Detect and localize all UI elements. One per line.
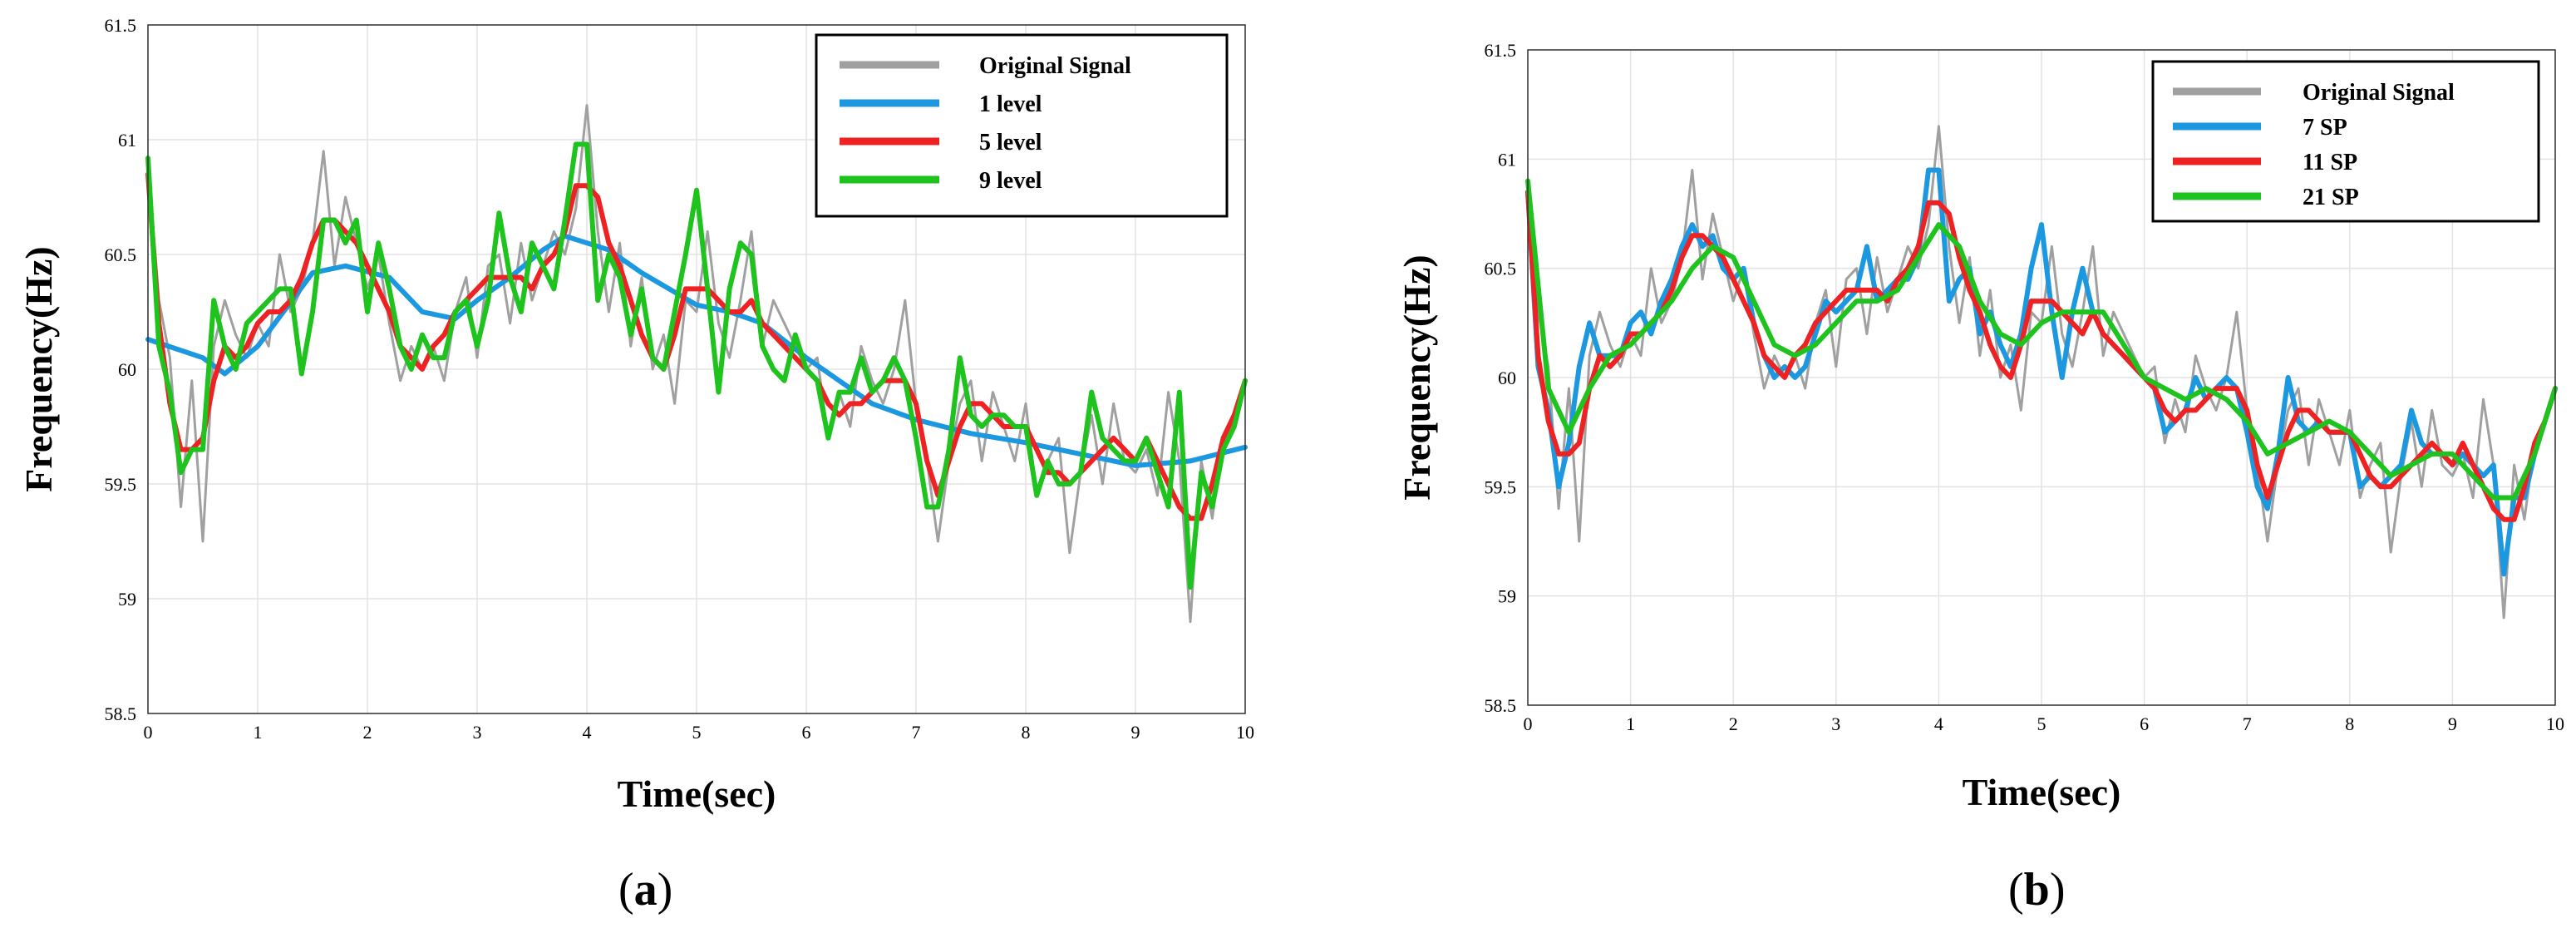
y-tick-label: 61.5	[1485, 40, 1517, 61]
x-tick-label: 2	[1729, 713, 1738, 734]
y-axis-label: Frequency(Hz)	[17, 246, 60, 492]
x-tick-label: 5	[692, 722, 702, 743]
series-line-1	[1525, 167, 2558, 577]
y-tick-label: 61.5	[105, 15, 137, 36]
x-axis-label: Time(sec)	[618, 773, 776, 815]
y-tick-label: 58.5	[1485, 695, 1517, 716]
x-tick-label: 1	[254, 722, 263, 743]
series-line-2	[1525, 189, 2558, 522]
legend: Original Signal 7 SP 11 SP 21 SP	[2151, 60, 2540, 223]
x-tick-label: 3	[473, 722, 482, 743]
legend-label-3: 21 SP	[2303, 185, 2359, 210]
y-tick-label: 58.5	[105, 704, 137, 724]
y-tick-label: 59.5	[105, 474, 137, 495]
series-line-3	[145, 141, 1248, 590]
y-tick-label: 61	[118, 130, 136, 151]
y-tick-label: 60.5	[1485, 259, 1517, 279]
y-tick-label: 59	[1498, 586, 1516, 607]
panel-caption: (b)	[2008, 864, 2065, 916]
legend-label-0: Original Signal	[979, 53, 1131, 79]
y-tick-label: 59.5	[1485, 476, 1517, 497]
legend-label-1: 1 level	[979, 91, 1042, 117]
x-tick-label: 8	[1022, 722, 1031, 743]
caption-open: (	[618, 864, 634, 916]
x-tick-label: 7	[2243, 713, 2252, 734]
legend-label-0: Original Signal	[2303, 80, 2455, 106]
y-tick-label: 61	[1498, 149, 1516, 170]
axes-frame	[147, 24, 1246, 714]
x-tick-label: 6	[2140, 713, 2149, 734]
y-tick-label: 59	[118, 589, 136, 610]
x-tick-label: 0	[144, 722, 153, 743]
caption-open: (	[2008, 864, 2024, 916]
x-tick-label: 9	[1131, 722, 1140, 743]
y-tick-label: 60	[1498, 368, 1516, 388]
x-tick-label: 2	[363, 722, 372, 743]
x-tick-label: 10	[1236, 722, 1254, 743]
axes-frame	[1527, 49, 2556, 706]
legend: Original Signal 1 level 5 level 9 level	[815, 33, 1229, 218]
panel-caption: (a)	[618, 864, 672, 916]
y-tick-label: 60.5	[105, 244, 137, 265]
series-line-1	[145, 233, 1248, 468]
x-tick-label: 9	[2448, 713, 2457, 734]
x-tick-label: 7	[912, 722, 921, 743]
legend-label-2: 5 level	[979, 130, 1042, 156]
legend-label-1: 7 SP	[2303, 115, 2347, 141]
caption-close: )	[2050, 864, 2066, 916]
y-axis-label: Frequency(Hz)	[1396, 254, 1438, 501]
x-axis-label: Time(sec)	[1963, 771, 2121, 813]
caption-close: )	[658, 864, 673, 916]
x-tick-label: 4	[583, 722, 592, 743]
x-tick-label: 3	[1831, 713, 1840, 734]
x-tick-label: 1	[1626, 713, 1635, 734]
x-tick-label: 10	[2546, 713, 2564, 734]
legend-label-3: 9 level	[979, 168, 1042, 194]
x-tick-label: 4	[1934, 713, 1943, 734]
chart-b: 0 1 2 3 4 5 6 7 8 9 10 58.5 59 59.5 60 60.5 61 61.5 Freque…	[1396, 40, 2564, 916]
x-tick-label: 0	[1524, 713, 1533, 734]
caption-letter: b	[2024, 864, 2050, 916]
series-line-3	[1525, 178, 2558, 501]
legend-label-2: 11 SP	[2303, 150, 2357, 175]
x-tick-label: 6	[802, 722, 811, 743]
x-tick-label: 8	[2345, 713, 2354, 734]
x-tick-label: 5	[2037, 713, 2047, 734]
chart-a: 0 1 2 3 4 5 6 7 8 9 10 58.5 59 59.5 60 60.5 61 61.5 Freque…	[17, 15, 1254, 916]
y-tick-label: 60	[118, 359, 136, 380]
caption-letter: a	[634, 864, 658, 916]
